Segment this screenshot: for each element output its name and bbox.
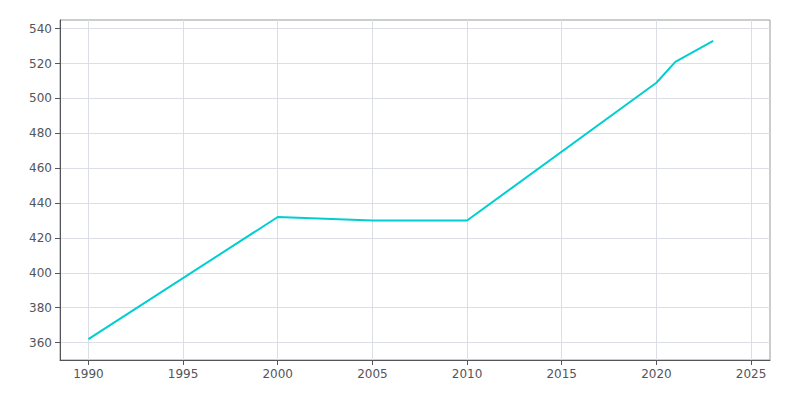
svg-text:420: 420 — [29, 231, 52, 245]
svg-text:440: 440 — [29, 196, 52, 210]
svg-text:500: 500 — [29, 91, 52, 105]
svg-text:2005: 2005 — [357, 367, 388, 381]
svg-text:540: 540 — [29, 22, 52, 36]
svg-text:2010: 2010 — [452, 367, 483, 381]
svg-text:360: 360 — [29, 336, 52, 350]
svg-text:460: 460 — [29, 161, 52, 175]
svg-text:480: 480 — [29, 126, 52, 140]
svg-text:380: 380 — [29, 301, 52, 315]
svg-text:1995: 1995 — [168, 367, 199, 381]
svg-text:2000: 2000 — [262, 367, 293, 381]
svg-text:1990: 1990 — [73, 367, 104, 381]
svg-text:520: 520 — [29, 57, 52, 71]
svg-text:400: 400 — [29, 266, 52, 280]
svg-text:2025: 2025 — [736, 367, 767, 381]
svg-text:2020: 2020 — [641, 367, 672, 381]
svg-text:2015: 2015 — [546, 367, 577, 381]
